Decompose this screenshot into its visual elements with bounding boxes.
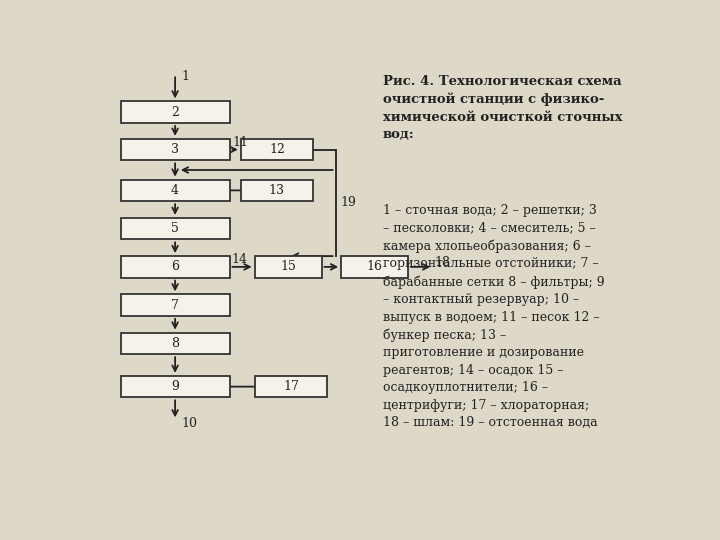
FancyBboxPatch shape bbox=[121, 294, 230, 316]
FancyBboxPatch shape bbox=[121, 102, 230, 123]
Text: 18: 18 bbox=[435, 256, 451, 269]
Text: 15: 15 bbox=[280, 260, 296, 273]
Text: 9: 9 bbox=[171, 380, 179, 393]
Text: 19: 19 bbox=[340, 197, 356, 210]
Text: 4: 4 bbox=[171, 184, 179, 197]
FancyBboxPatch shape bbox=[121, 218, 230, 239]
Text: 8: 8 bbox=[171, 337, 179, 350]
Text: 13: 13 bbox=[269, 184, 285, 197]
Text: 16: 16 bbox=[366, 260, 382, 273]
Text: 1 – сточная вода; 2 – решетки; 3
– песколовки; 4 – смеситель; 5 –
камера хлопьео: 1 – сточная вода; 2 – решетки; 3 – песко… bbox=[383, 204, 605, 429]
Text: 6: 6 bbox=[171, 260, 179, 273]
Text: 1: 1 bbox=[181, 70, 190, 83]
Text: Рис. 4. Технологическая схема
очистной станции с физико-
химической очисткой сто: Рис. 4. Технологическая схема очистной с… bbox=[383, 75, 623, 141]
FancyBboxPatch shape bbox=[121, 333, 230, 354]
FancyBboxPatch shape bbox=[255, 376, 327, 397]
Text: 11: 11 bbox=[233, 136, 248, 148]
Text: 10: 10 bbox=[181, 417, 198, 430]
FancyBboxPatch shape bbox=[240, 139, 313, 160]
Text: 2: 2 bbox=[171, 106, 179, 119]
Text: 7: 7 bbox=[171, 299, 179, 312]
FancyBboxPatch shape bbox=[240, 180, 313, 201]
Text: 12: 12 bbox=[269, 143, 285, 156]
FancyBboxPatch shape bbox=[121, 180, 230, 201]
FancyBboxPatch shape bbox=[121, 256, 230, 278]
FancyBboxPatch shape bbox=[255, 256, 322, 278]
FancyBboxPatch shape bbox=[121, 376, 230, 397]
Text: 17: 17 bbox=[283, 380, 299, 393]
Text: 14: 14 bbox=[232, 253, 248, 266]
FancyBboxPatch shape bbox=[341, 256, 408, 278]
FancyBboxPatch shape bbox=[121, 139, 230, 160]
Text: 5: 5 bbox=[171, 222, 179, 235]
Text: 3: 3 bbox=[171, 143, 179, 156]
